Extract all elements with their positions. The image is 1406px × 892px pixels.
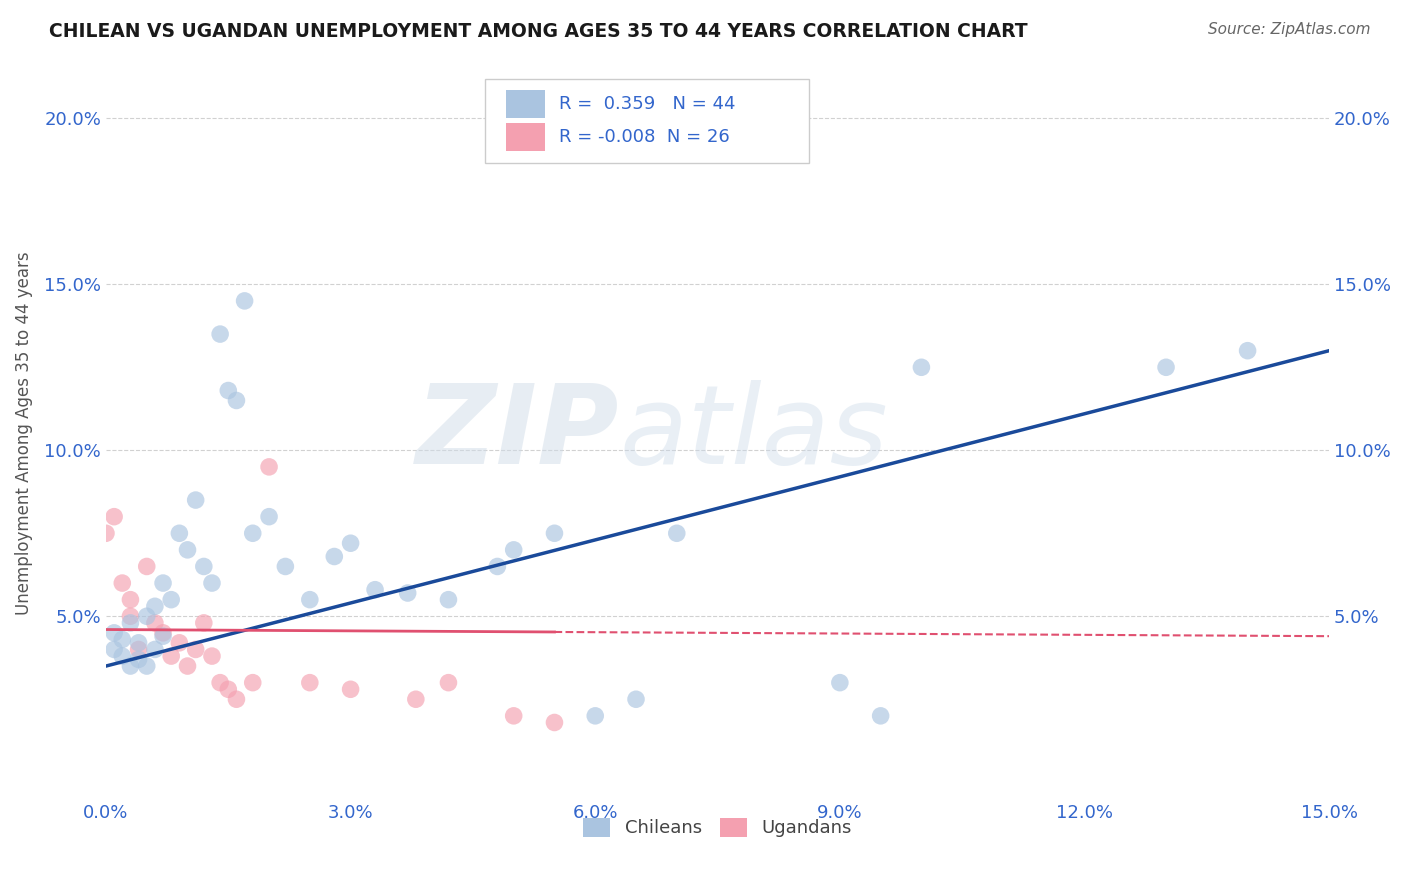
Point <box>143 642 166 657</box>
Point <box>184 493 207 508</box>
Point <box>502 542 524 557</box>
Point <box>225 393 247 408</box>
Point <box>339 536 361 550</box>
Point <box>486 559 509 574</box>
Point <box>298 592 321 607</box>
Point <box>624 692 647 706</box>
Point <box>94 526 117 541</box>
Point <box>111 649 134 664</box>
Point <box>910 360 932 375</box>
Point <box>1154 360 1177 375</box>
Point <box>502 709 524 723</box>
Point <box>143 615 166 630</box>
Point <box>143 599 166 614</box>
Point <box>184 642 207 657</box>
Point <box>225 692 247 706</box>
Point <box>120 615 142 630</box>
Point <box>128 636 150 650</box>
Text: R = -0.008  N = 26: R = -0.008 N = 26 <box>558 128 730 146</box>
Point <box>169 526 191 541</box>
Point <box>128 642 150 657</box>
Point <box>103 625 125 640</box>
Text: ZIP: ZIP <box>416 380 620 487</box>
Point <box>217 384 239 398</box>
Point <box>274 559 297 574</box>
Point <box>201 649 224 664</box>
Point <box>169 636 191 650</box>
Text: Source: ZipAtlas.com: Source: ZipAtlas.com <box>1208 22 1371 37</box>
Point <box>120 592 142 607</box>
Point <box>120 609 142 624</box>
Point <box>111 632 134 647</box>
Point <box>152 629 174 643</box>
Point <box>209 675 232 690</box>
Point <box>543 526 565 541</box>
Point <box>152 576 174 591</box>
Point <box>233 293 256 308</box>
Point <box>201 576 224 591</box>
Point <box>120 659 142 673</box>
Point <box>128 652 150 666</box>
Point <box>257 459 280 474</box>
Point <box>103 642 125 657</box>
Point <box>242 675 264 690</box>
Point <box>135 609 157 624</box>
Point <box>152 625 174 640</box>
Point <box>176 542 198 557</box>
Point <box>543 715 565 730</box>
Point <box>437 592 460 607</box>
Point <box>209 327 232 342</box>
Point <box>217 682 239 697</box>
Point <box>339 682 361 697</box>
Text: CHILEAN VS UGANDAN UNEMPLOYMENT AMONG AGES 35 TO 44 YEARS CORRELATION CHART: CHILEAN VS UGANDAN UNEMPLOYMENT AMONG AG… <box>49 22 1028 41</box>
Point <box>176 659 198 673</box>
Point <box>242 526 264 541</box>
Point <box>135 559 157 574</box>
Point <box>583 709 606 723</box>
Point <box>665 526 688 541</box>
Point <box>257 509 280 524</box>
Text: R =  0.359   N = 44: R = 0.359 N = 44 <box>558 95 735 113</box>
Point <box>135 659 157 673</box>
Point <box>160 649 183 664</box>
Point <box>323 549 346 564</box>
Point <box>193 559 215 574</box>
Point <box>364 582 387 597</box>
Point <box>1236 343 1258 358</box>
Point <box>193 615 215 630</box>
FancyBboxPatch shape <box>485 79 810 163</box>
Point <box>298 675 321 690</box>
Point <box>111 576 134 591</box>
Point <box>396 586 419 600</box>
Point <box>437 675 460 690</box>
Point <box>828 675 851 690</box>
Point <box>103 509 125 524</box>
Point <box>869 709 891 723</box>
FancyBboxPatch shape <box>506 123 546 151</box>
FancyBboxPatch shape <box>506 90 546 118</box>
Point <box>405 692 427 706</box>
Point <box>160 592 183 607</box>
Legend: Chileans, Ugandans: Chileans, Ugandans <box>576 811 859 845</box>
Text: atlas: atlas <box>620 380 889 487</box>
Y-axis label: Unemployment Among Ages 35 to 44 years: Unemployment Among Ages 35 to 44 years <box>15 252 32 615</box>
